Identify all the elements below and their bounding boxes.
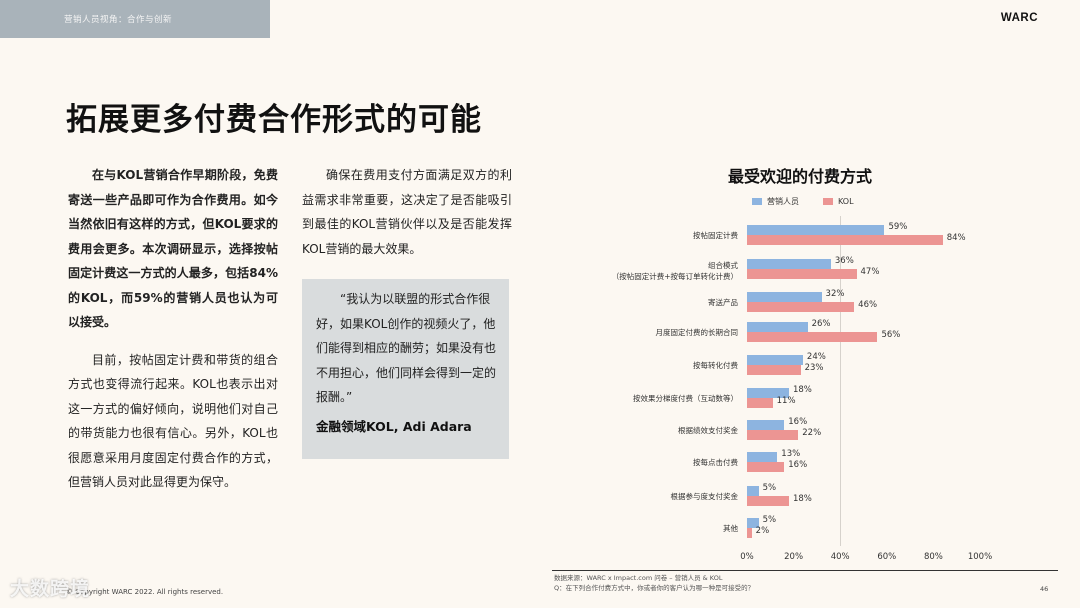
category-label-line: 组合模式: [708, 261, 738, 270]
bar-kol: [747, 398, 773, 408]
legend-item-kol: KOL: [823, 196, 854, 207]
bar-kol: [747, 332, 878, 342]
bar-marketer: [747, 420, 785, 430]
value-label-marketer: 13%: [781, 449, 801, 459]
bar-marketer: [747, 355, 803, 365]
category-label-line: 按每点击付费: [693, 458, 738, 467]
gridline-40: [840, 216, 842, 546]
category-label: 其他: [723, 523, 738, 534]
x-tick-label: 0%: [740, 552, 754, 562]
body-column-2: 确保在费用支付方面满足双方的利益需求非常重要，这决定了是否能吸引到最佳的KOL营…: [302, 163, 512, 261]
copyright: © Copyright WARC 2022. All rights reserv…: [66, 588, 224, 596]
legend-swatch-marketer: [752, 198, 762, 205]
category-label: 按效果分梯度付费（互动数等）: [633, 393, 738, 404]
category-label: 按帖固定计费: [693, 230, 738, 241]
chart-legend: 营销人员 KOL: [752, 196, 854, 207]
value-label-marketer: 59%: [888, 222, 908, 232]
value-label-kol: 84%: [946, 233, 966, 243]
value-label-marketer: 18%: [792, 385, 812, 395]
bar-kol: [747, 528, 752, 538]
bar-marketer: [747, 225, 885, 235]
bar-marketer: [747, 486, 759, 496]
value-label-kol: 56%: [881, 330, 901, 340]
value-label-kol: 23%: [804, 363, 824, 373]
value-label-kol: 2%: [755, 526, 770, 536]
category-label: 根据绩效支付奖金: [678, 425, 738, 436]
bar-marketer: [747, 322, 808, 332]
paragraph-intro: 在与KOL营销合作早期阶段，免费寄送一些产品即可作为合作费用。如今当然依旧有这样…: [68, 168, 278, 329]
section-header-band: 营销人员视角：合作与创新: [0, 0, 270, 38]
brand-logo: WARC: [1000, 12, 1038, 24]
value-label-kol: 18%: [792, 494, 812, 504]
x-tick-label: 20%: [784, 552, 804, 562]
value-label-kol: 46%: [858, 300, 878, 310]
bar-marketer: [747, 452, 778, 462]
body-column-1: 在与KOL营销合作早期阶段，免费寄送一些产品即可作为合作费用。如今当然依旧有这样…: [68, 163, 278, 495]
source-note: 数据来源：WARC x Impact.com 问卷 – 营销人员 & KOL Q…: [554, 573, 754, 593]
bar-kol: [747, 302, 855, 312]
value-label-kol: 11%: [776, 396, 796, 406]
bar-kol: [747, 269, 857, 279]
source-line-2: Q：在下列合作付费方式中，你或者你的客户认为哪一种是可接受的？: [554, 584, 755, 592]
bar-kol: [747, 462, 785, 472]
category-label-line: 根据参与度支付奖金: [670, 492, 739, 501]
value-label-kol: 16%: [788, 460, 808, 470]
category-label: 月度固定付费的长期合同: [656, 327, 739, 338]
value-label-marketer: 5%: [762, 483, 777, 493]
category-label: 按每转化付费: [693, 360, 738, 371]
category-label-line: （按帖固定计费+按每订单转化计费）: [611, 272, 738, 281]
paragraph-payment: 确保在费用支付方面满足双方的利益需求非常重要，这决定了是否能吸引到最佳的KOL营…: [302, 168, 512, 256]
category-label: 寄送产品: [708, 297, 738, 308]
quote-attribution: 金融领域KOL, Adi Adara: [316, 418, 472, 434]
source-line-1: 数据来源：WARC x Impact.com 问卷 – 营销人员 & KOL: [554, 574, 723, 582]
value-label-marketer: 16%: [788, 417, 808, 427]
category-label: 按每点击付费: [693, 457, 738, 468]
category-label-line: 寄送产品: [708, 298, 738, 307]
value-label-kol: 47%: [860, 267, 880, 277]
watermark: 大数跨境: [10, 578, 91, 600]
bar-kol: [747, 430, 799, 440]
value-label-kol: 22%: [802, 428, 822, 438]
quote-text: “我认为以联盟的形式合作很好，如果KOL创作的视频火了，他们能得到相应的酬劳；如…: [316, 292, 497, 404]
section-label: 营销人员视角：合作与创新: [64, 15, 173, 25]
category-label-line: 其他: [723, 524, 738, 533]
x-tick-label: 100%: [967, 552, 993, 562]
bar-kol: [747, 235, 943, 245]
x-tick-label: 40%: [830, 552, 850, 562]
category-label-line: 按效果分梯度付费（互动数等）: [633, 394, 738, 403]
chart-title: 最受欢迎的付费方式: [728, 167, 873, 186]
value-label-marketer: 5%: [762, 515, 777, 525]
footer-divider: [552, 570, 1058, 571]
bar-marketer: [747, 518, 759, 528]
category-label-line: 按帖固定计费: [693, 231, 738, 240]
bar-marketer: [747, 259, 831, 269]
category-label: 组合模式 （按帖固定计费+按每订单转化计费）: [612, 260, 738, 282]
bar-kol: [747, 365, 801, 375]
category-label-line: 按每转化付费: [693, 361, 738, 370]
value-label-marketer: 36%: [834, 256, 854, 266]
x-tick-label: 80%: [923, 552, 943, 562]
value-label-marketer: 26%: [811, 319, 831, 329]
paragraph-combo: 目前，按帖固定计费和带货的组合方式也变得流行起来。KOL也表示出对这一方式的偏好…: [68, 352, 278, 490]
category-label-line: 月度固定付费的长期合同: [655, 328, 739, 337]
page-number: 46: [1040, 585, 1049, 593]
value-label-marketer: 32%: [825, 289, 845, 299]
legend-swatch-kol: [823, 198, 833, 205]
value-label-marketer: 24%: [806, 352, 826, 362]
legend-item-marketer: 营销人员: [752, 196, 799, 207]
bar-kol: [747, 496, 789, 506]
legend-label-marketer: 营销人员: [767, 197, 799, 206]
category-label: 根据参与度支付奖金: [671, 491, 739, 502]
page-title: 拓展更多付费合作形式的可能: [66, 102, 482, 138]
bar-marketer: [747, 292, 822, 302]
x-tick-label: 60%: [877, 552, 897, 562]
bar-marketer: [747, 388, 789, 398]
legend-label-kol: KOL: [838, 197, 854, 206]
quote-box: “我认为以联盟的形式合作很好，如果KOL创作的视频火了，他们能得到相应的酬劳；如…: [302, 279, 509, 459]
category-label-line: 根据绩效支付奖金: [678, 426, 738, 435]
